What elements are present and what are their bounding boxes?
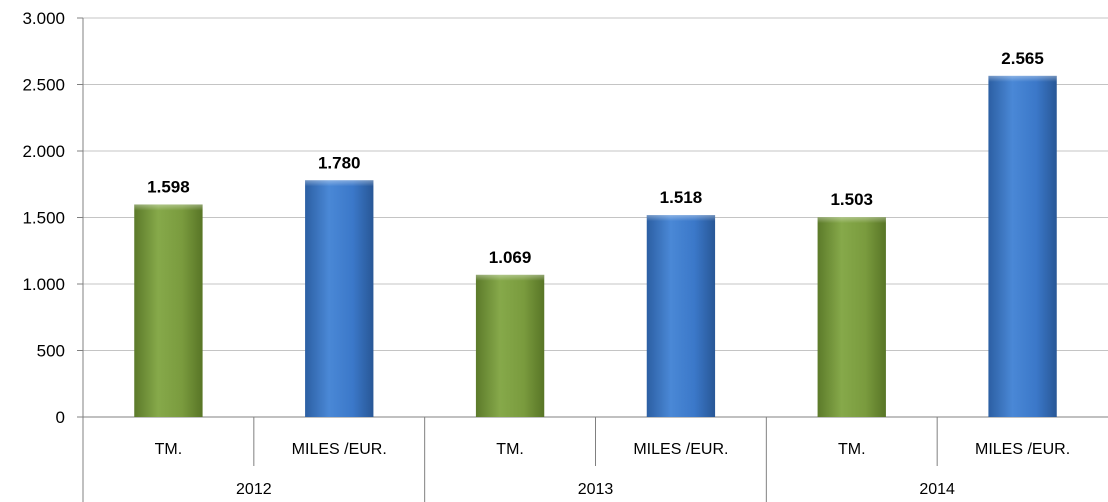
bar-highlight [475,274,545,281]
x-category-label: MILES /EUR. [975,441,1070,458]
axes [77,17,1108,502]
data-label: 1.503 [830,190,873,209]
bar-highlight [817,217,886,224]
bar [134,204,203,417]
bar-highlight [646,215,716,222]
x-group-label: 2014 [919,481,955,498]
data-label: 1.069 [489,248,532,267]
data-label: 1.598 [147,177,190,196]
bar [817,217,886,417]
gridlines [83,17,1108,418]
data-label: 1.780 [318,153,361,172]
bars [134,75,1057,417]
y-tick-label: 1.500 [22,209,65,228]
x-category-label: TM. [838,441,866,458]
x-category-label: TM. [496,441,524,458]
bar [646,215,716,417]
labels: 0 500 1.000 1.500 2.000 2.500 3.000 1.598 TM. 1.7… [22,9,1070,498]
y-tick-label: 2.500 [22,76,65,95]
bar [305,180,374,417]
data-label: 2.565 [1001,49,1044,68]
y-tick-label: 500 [37,342,65,361]
x-group-label: 2012 [236,481,272,498]
x-group-label: 2013 [578,481,614,498]
bar-highlight [988,75,1057,82]
y-tick-label: 3.000 [22,9,65,28]
bar-highlight [305,180,374,187]
x-category-label: TM. [155,441,183,458]
bar-highlight [134,204,203,211]
x-category-label: MILES /EUR. [633,441,728,458]
y-tick-label: 2.000 [22,142,65,161]
bar [475,274,545,417]
y-tick-label: 1.000 [22,275,65,294]
y-tick-label: 0 [56,408,65,427]
bar [988,75,1057,417]
x-category-label: MILES /EUR. [292,441,387,458]
data-label: 1.518 [660,188,703,207]
